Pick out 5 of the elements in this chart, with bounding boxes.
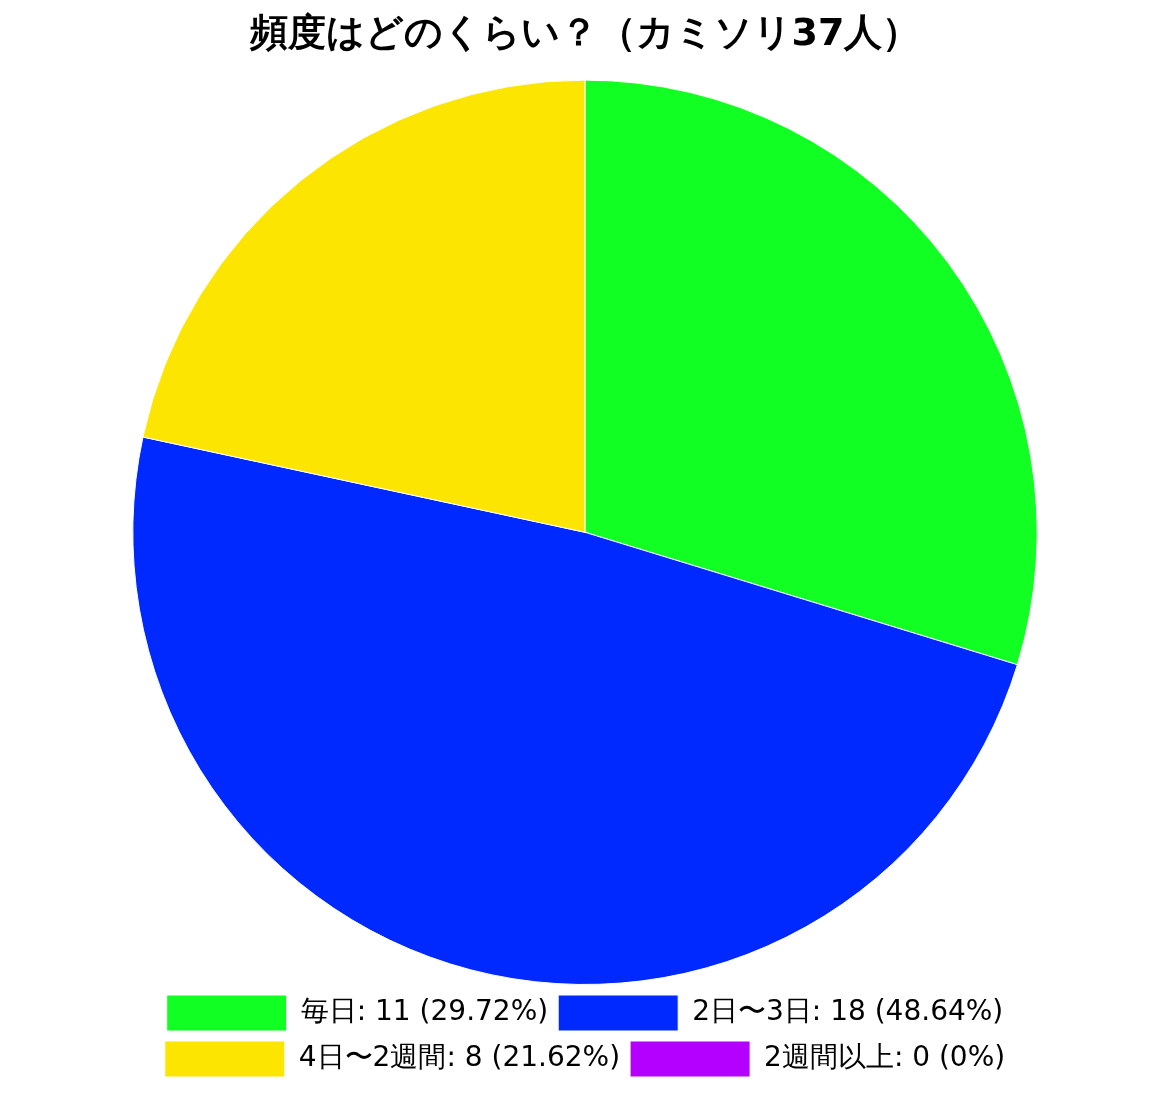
legend-label: 4日〜2週間: 8 (21.62%) [298, 1040, 621, 1074]
legend-label: 2日〜3日: 18 (48.64%) [692, 994, 1004, 1028]
legend-label: 2週間以上: 0 (0%) [764, 1040, 1006, 1074]
chart-title: 頻度はどのくらい？（カミソリ37人） [248, 9, 921, 54]
legend-label: 毎日: 11 (29.72%) [300, 994, 549, 1028]
